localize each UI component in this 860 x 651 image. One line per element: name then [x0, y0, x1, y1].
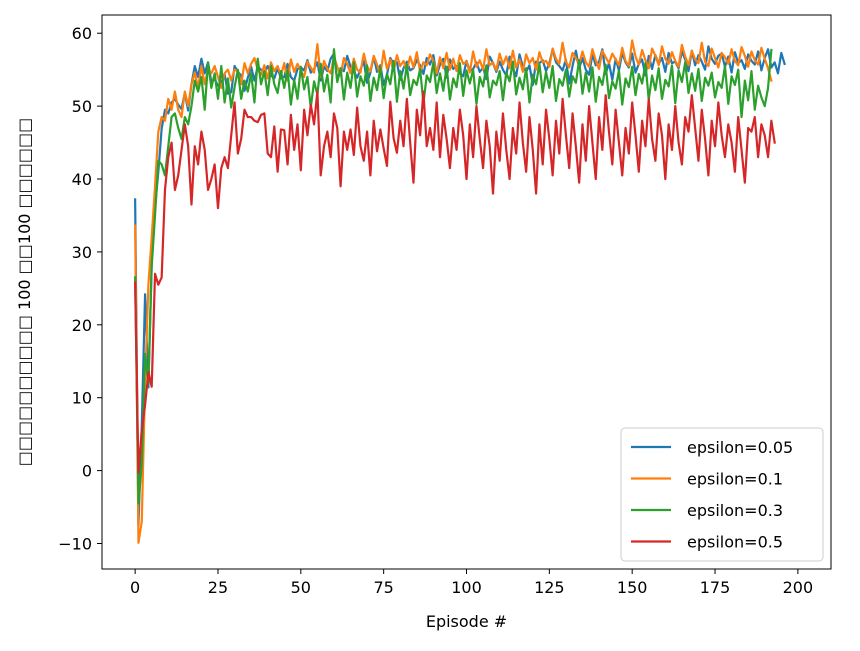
- y-axis: −10 0 10 20 30 40 50 60: [58, 24, 102, 553]
- x-tick-label: 125: [534, 578, 565, 597]
- y-tick-label: 40: [72, 170, 92, 189]
- x-axis: 0 25 50 75 100 125 150 175 200: [130, 569, 813, 597]
- x-tick-label: 25: [208, 578, 228, 597]
- legend-label: epsilon=0.3: [687, 501, 783, 520]
- x-tick-label: 50: [291, 578, 311, 597]
- x-tick-label: 150: [617, 578, 648, 597]
- series-line-4: [134, 90, 776, 474]
- x-tick-label: 175: [700, 578, 731, 597]
- legend-label: epsilon=0.05: [687, 438, 793, 457]
- x-tick-label: 100: [451, 578, 482, 597]
- series-line-3: [134, 48, 773, 505]
- y-tick-label: 20: [72, 316, 92, 335]
- y-tick-label: −10: [58, 534, 92, 553]
- x-tick-label: 200: [783, 578, 814, 597]
- y-tick-label: 10: [72, 389, 92, 408]
- legend-label: epsilon=0.1: [687, 470, 783, 489]
- y-tick-label: 50: [72, 97, 92, 116]
- legend-box: [620, 427, 824, 562]
- y-tick-label: 30: [72, 243, 92, 262]
- x-tick-label: 0: [130, 578, 140, 597]
- legend-label: epsilon=0.5: [687, 533, 783, 552]
- legend: epsilon=0.05 epsilon=0.1 epsilon=0.3 epsilo…: [620, 427, 824, 562]
- series-layer: [134, 39, 786, 544]
- y-axis-label: □□□□□□□□□□ 100 □□100 □□□□□□: [15, 118, 34, 466]
- series-line-2: [134, 39, 773, 544]
- x-tick-label: 75: [373, 578, 393, 597]
- x-axis-label: Episode #: [426, 612, 507, 631]
- y-tick-label: 60: [72, 24, 92, 43]
- y-tick-label: 0: [82, 462, 92, 481]
